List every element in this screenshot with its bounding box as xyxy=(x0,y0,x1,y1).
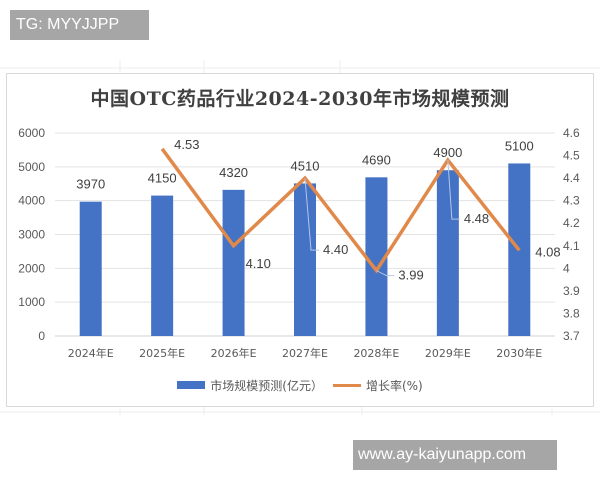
bar-data-label: 3970 xyxy=(76,177,105,192)
left-axis-tick: 5000 xyxy=(18,160,45,174)
chart-legend: 市场规模预测(亿元） 增长率(%) xyxy=(0,376,600,394)
line-swatch-icon xyxy=(332,383,361,387)
category-label: 2030年E xyxy=(496,346,542,360)
bar[interactable] xyxy=(365,177,388,336)
line-data-label: 4.48 xyxy=(464,211,489,226)
bar-data-label: 4900 xyxy=(433,145,462,160)
legend-label-growth-rate: 增长率(%) xyxy=(365,378,423,393)
right-axis-tick: 4.6 xyxy=(563,126,580,140)
right-axis-tick: 3.8 xyxy=(563,306,580,320)
legend-label-market-size: 市场规模预测(亿元） xyxy=(210,378,323,393)
right-axis-tick: 4.2 xyxy=(563,216,580,230)
growth-rate-line[interactable] xyxy=(160,147,521,274)
bar[interactable] xyxy=(294,183,316,336)
category-label: 2024年E xyxy=(68,346,114,360)
watermark-top-left: TG: MYYJJPP xyxy=(10,10,149,40)
right-axis-tick: 3.7 xyxy=(563,329,580,343)
legend-item-growth-rate[interactable]: 增长率(%) xyxy=(332,377,423,394)
legend-item-market-size[interactable]: 市场规模预测(亿元） xyxy=(177,377,323,394)
category-label: 2026年E xyxy=(211,346,257,360)
bar-data-label: 4150 xyxy=(148,171,177,186)
right-axis-tick: 4 xyxy=(563,261,570,275)
category-label: 2028年E xyxy=(353,346,399,360)
right-axis-tick: 4.4 xyxy=(563,171,580,185)
bar-data-label: 4510 xyxy=(291,158,320,173)
bar[interactable] xyxy=(436,170,459,336)
left-axis-tick: 2000 xyxy=(18,261,45,275)
category-label: 2029年E xyxy=(425,346,471,360)
line-data-label: 4.08 xyxy=(535,244,560,259)
right-axis-tick: 4.5 xyxy=(563,149,580,163)
bar-swatch-icon xyxy=(177,381,206,389)
bar[interactable] xyxy=(79,201,102,336)
bar[interactable] xyxy=(151,195,174,336)
watermark-bottom-right: www.ay-kaiyunapp.com xyxy=(353,440,557,470)
right-axis-tick: 4.1 xyxy=(563,239,580,253)
label-leader-line xyxy=(304,178,319,251)
line-data-label: 3.99 xyxy=(398,268,423,283)
left-axis-tick: 4000 xyxy=(18,194,45,208)
left-axis-tick: 3000 xyxy=(18,228,45,242)
right-axis-tick: 4.3 xyxy=(563,194,580,208)
line-data-label: 4.53 xyxy=(174,137,199,152)
category-label: 2025年E xyxy=(139,346,185,360)
label-leader-line xyxy=(447,160,460,220)
category-label: 2027年E xyxy=(282,346,328,360)
right-axis-tick: 3.9 xyxy=(563,284,580,298)
chart-title: 中国OTC药品行业2024-2030年市场规模预测 xyxy=(90,88,510,110)
left-axis-tick: 6000 xyxy=(18,126,45,140)
bar-data-label: 5100 xyxy=(505,138,534,153)
line-data-label: 4.10 xyxy=(246,256,271,271)
bar-data-label: 4690 xyxy=(362,152,391,167)
line-data-label: 4.40 xyxy=(323,242,348,257)
bar[interactable] xyxy=(222,189,245,336)
left-axis-tick: 0 xyxy=(38,329,45,343)
bar-data-label: 4320 xyxy=(219,165,248,180)
left-axis-tick: 1000 xyxy=(18,295,45,309)
label-leader-line xyxy=(376,270,395,277)
